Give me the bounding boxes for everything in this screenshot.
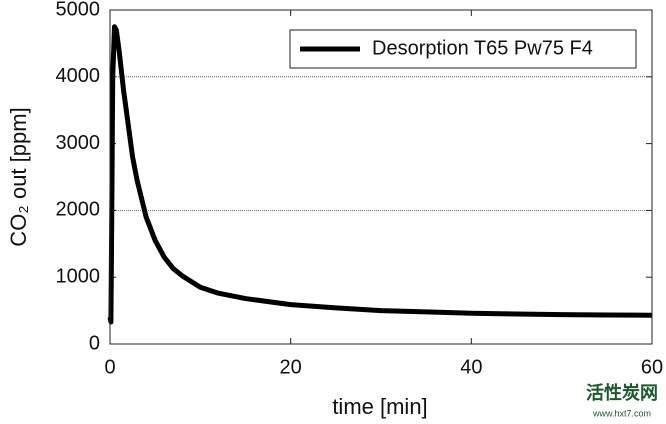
y-tick-label: 3000 — [56, 132, 101, 154]
y-tick-label: 5000 — [56, 0, 101, 20]
x-tick-label: 20 — [280, 356, 302, 378]
axes-frame — [109, 9, 653, 345]
watermark-title: 活性炭网 — [586, 382, 658, 403]
data-line — [107, 24, 653, 325]
y-tick-label: 1000 — [56, 265, 101, 287]
y-axis-label: CO₂ out [ppm] — [6, 107, 31, 246]
y-tick-label: 0 — [89, 332, 100, 354]
x-axis-label: time [min] — [332, 394, 427, 419]
legend-label: Desorption T65 Pw75 F4 — [372, 37, 593, 59]
x-tick-label: 40 — [460, 356, 482, 378]
x-tick-label: 60 — [641, 356, 663, 378]
watermark-url: www.hxt7.com — [592, 408, 651, 418]
y-tick-label: 2000 — [56, 199, 101, 221]
y-tick-label: 4000 — [56, 65, 101, 87]
x-tick-label: 0 — [104, 356, 115, 378]
